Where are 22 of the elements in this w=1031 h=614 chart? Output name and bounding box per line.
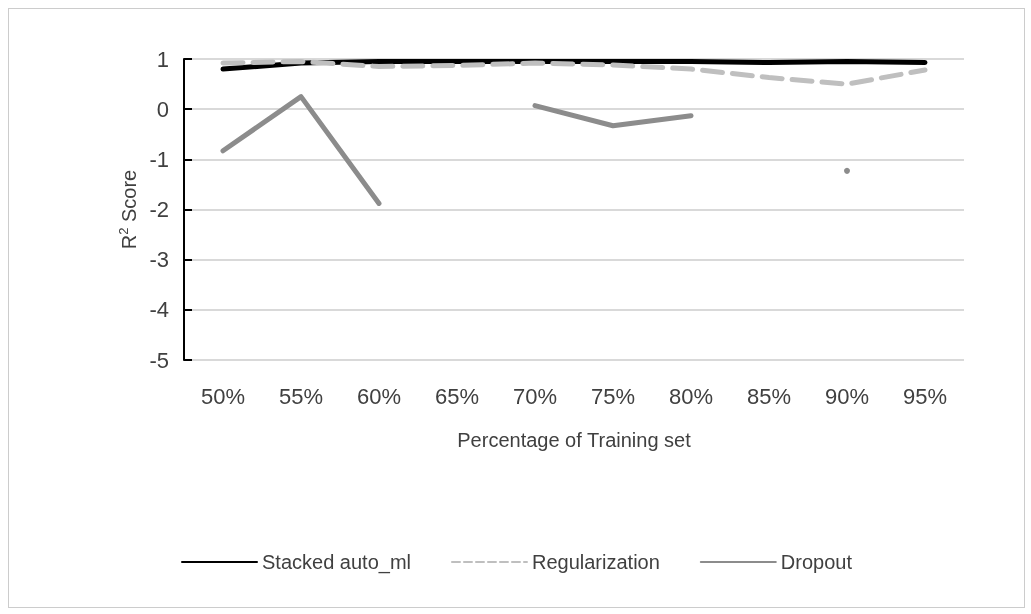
y-tick-label: -3 bbox=[149, 247, 169, 273]
y-tick-label: -2 bbox=[149, 197, 169, 222]
x-tick-label: 60% bbox=[356, 383, 402, 409]
x-tick-label: 80% bbox=[668, 383, 714, 409]
y-tick-label: -5 bbox=[149, 347, 169, 373]
x-tick-label: 50% bbox=[200, 383, 246, 409]
y-tick-label: -4 bbox=[149, 297, 169, 323]
x-tick-label: 90% bbox=[824, 383, 870, 409]
x-tick-label: 70% bbox=[512, 383, 558, 409]
y-axis-title: R2 Score bbox=[116, 169, 140, 250]
x-tick-label: 55% bbox=[278, 383, 324, 409]
x-tick-label: 95% bbox=[902, 383, 948, 409]
y-tick-label: 1 bbox=[156, 46, 169, 72]
y-tick-label: -1 bbox=[149, 146, 169, 172]
legend-label: Regularization bbox=[531, 551, 660, 573]
legend-label: Stacked auto_ml bbox=[262, 551, 411, 574]
x-tick-label: 85% bbox=[746, 383, 792, 409]
y-tick-label: 0 bbox=[156, 96, 169, 122]
legend-label: Dropout bbox=[780, 551, 853, 573]
x-tick-label: 75% bbox=[590, 383, 636, 409]
x-axis-title: Percentage of Training set bbox=[457, 429, 692, 451]
x-tick-label: 65% bbox=[434, 383, 480, 409]
